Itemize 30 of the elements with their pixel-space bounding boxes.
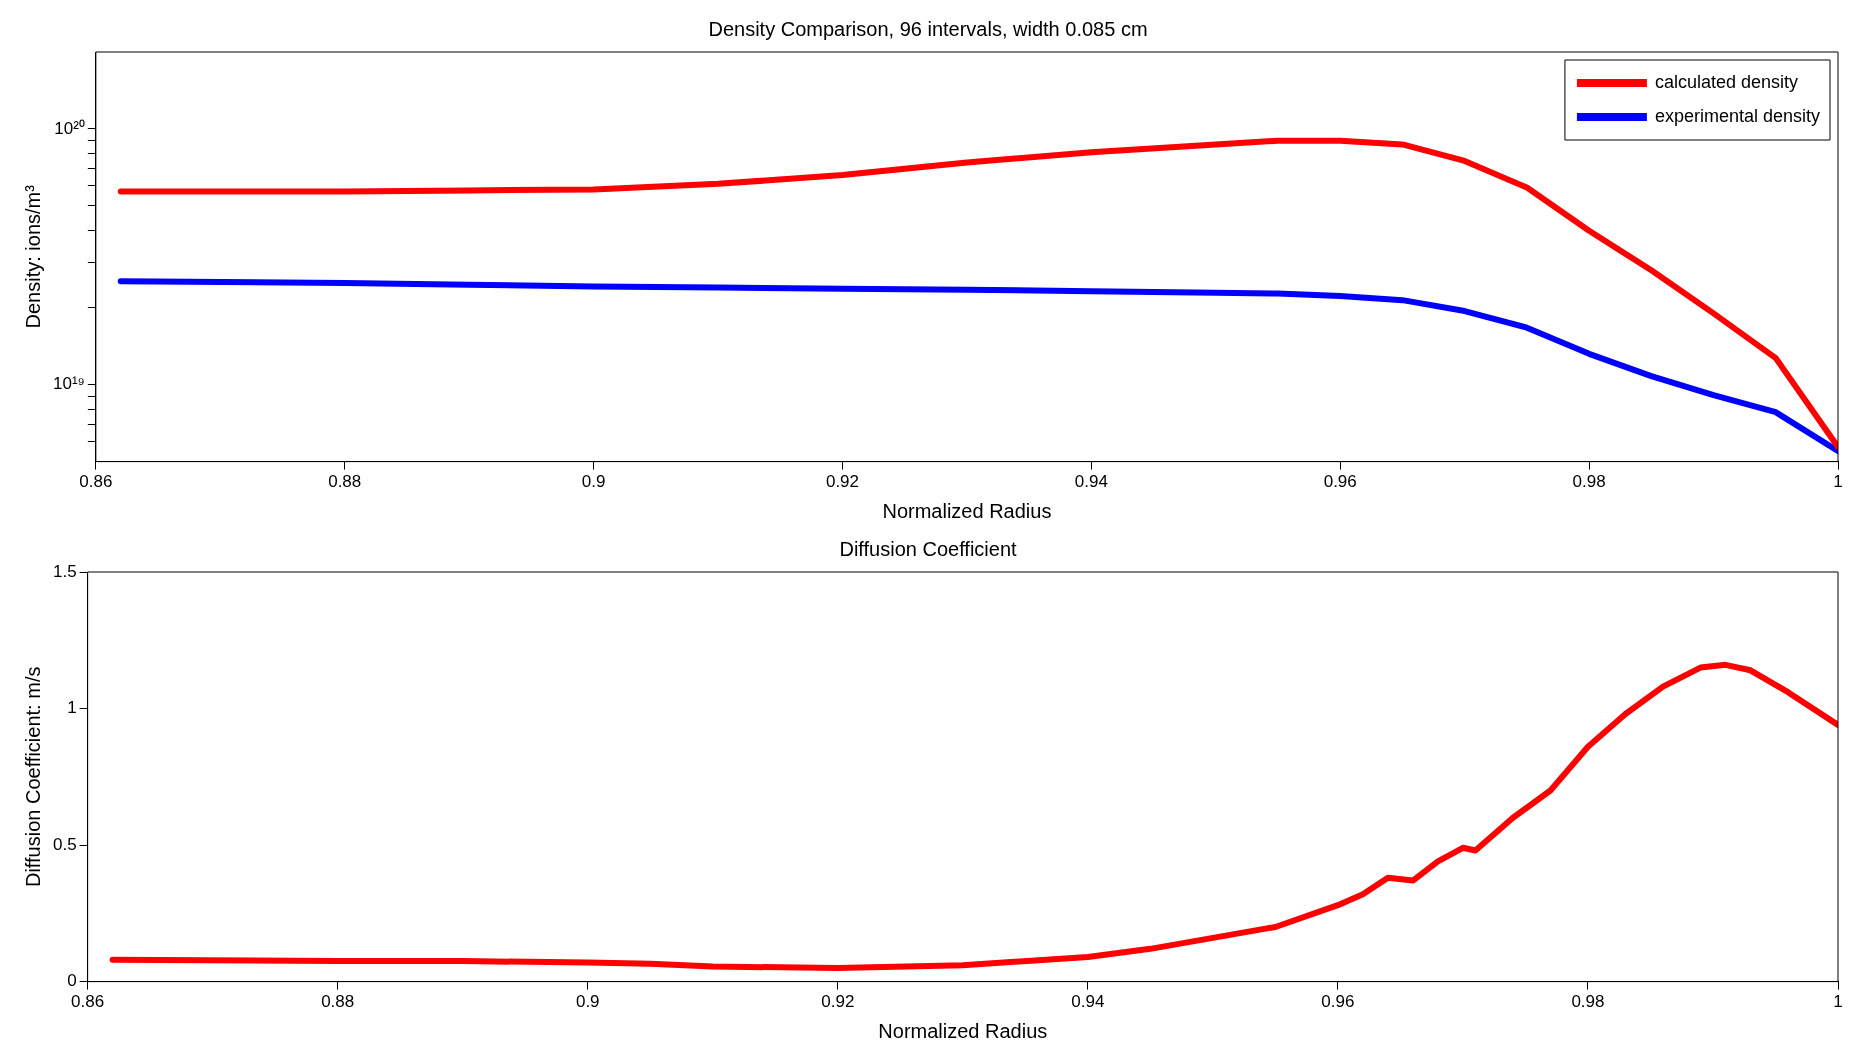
- x-tick-label: 0.98: [1572, 472, 1606, 492]
- x-tick-label: 0.88: [321, 992, 355, 1012]
- x-tick-label: 0.9: [575, 992, 600, 1012]
- x-tick-label: 0.96: [1321, 992, 1355, 1012]
- x-tick-label: 0.96: [1323, 472, 1357, 492]
- x-axis-title: Normalized Radius: [882, 499, 1052, 522]
- y-tick-label: 10²⁰: [54, 118, 85, 138]
- y-tick-label: 1: [67, 698, 77, 718]
- x-tick-label: 1: [1833, 992, 1843, 1012]
- chart-title: Diffusion Coefficient: [839, 537, 1018, 560]
- chart-title: Density Comparison, 96 intervals, width 0.085 cm: [708, 17, 1148, 40]
- y-axis-title: Diffusion Coefficient: m/s: [21, 666, 44, 888]
- x-tick-label: 1: [1833, 472, 1843, 492]
- y-tick-label: 10¹⁹: [52, 374, 85, 394]
- legend-label: experimental density: [1654, 105, 1821, 126]
- y-axis-title: Density: ions/m³: [21, 184, 44, 329]
- x-tick-label: 0.94: [1071, 992, 1105, 1012]
- y-tick-label: 1.5: [52, 561, 77, 581]
- y-tick-label: 0.5: [52, 834, 77, 854]
- x-tick-label: 0.86: [79, 472, 113, 492]
- x-tick-label: 0.9: [581, 472, 606, 492]
- x-axis-title: Normalized Radius: [878, 1019, 1048, 1042]
- x-tick-label: 0.98: [1571, 992, 1605, 1012]
- x-tick-label: 0.94: [1074, 472, 1108, 492]
- x-tick-label: 0.92: [825, 472, 860, 492]
- x-tick-label: 0.92: [821, 992, 855, 1012]
- x-tick-label: 0.86: [71, 992, 105, 1012]
- legend-label: calculated density: [1654, 71, 1799, 92]
- y-tick-label: 0: [67, 971, 77, 991]
- x-tick-label: 0.88: [328, 472, 362, 492]
